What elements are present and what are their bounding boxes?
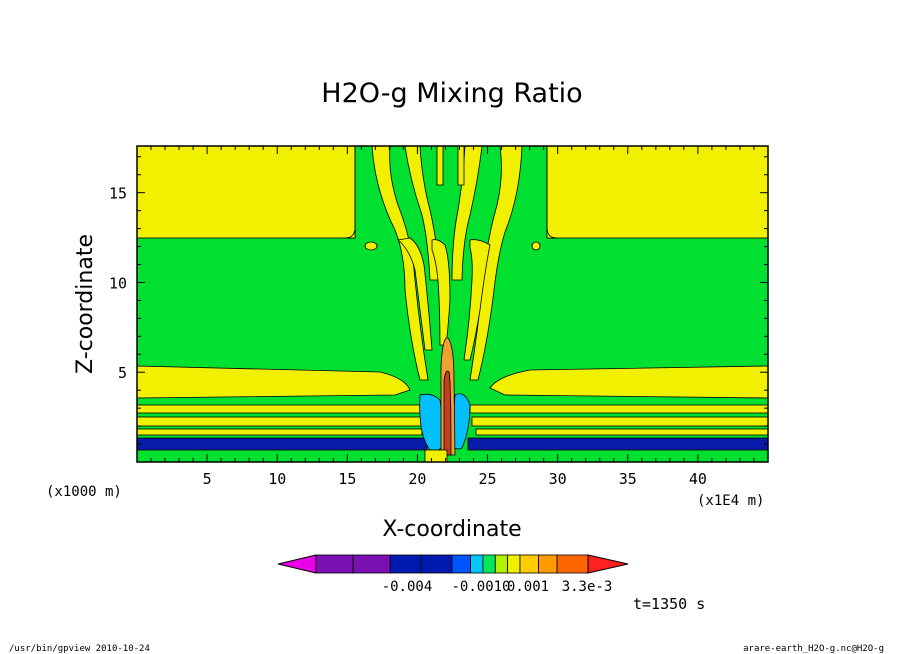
small-yellow-blob-left (364, 241, 378, 251)
lower-yellow-strip-3 (136, 428, 423, 436)
colorbar-swatch (420, 554, 453, 574)
colorbar-swatch (507, 554, 521, 574)
x-tick-label: 30 (549, 470, 567, 488)
plot-frame (136, 145, 769, 463)
x-scale-note: (x1E4 m) (697, 493, 764, 509)
colorbar-swatch (352, 554, 391, 574)
colorbar-swatch (538, 554, 558, 574)
colorbar-label: 3.3e-3 (562, 579, 613, 595)
mid-column-right (463, 239, 491, 361)
y-tick-label: 10 (109, 274, 127, 292)
central-blue-core (419, 393, 446, 452)
colorbar-label: 0.001 (507, 579, 549, 595)
updraft-brown (443, 370, 452, 456)
colorbar-min-arrow (277, 554, 317, 574)
lower-yellow-strip-2 (136, 416, 428, 427)
central-plume-spine (436, 145, 444, 186)
upper-left-yellow-edge (344, 146, 356, 239)
x-tick-label: 10 (268, 470, 286, 488)
y-axis-ticks: 5 10 15 (109, 156, 768, 445)
colorbar-swatch (519, 554, 539, 574)
colorbar-swatch (482, 554, 496, 574)
lower-yellow-strip-3r (475, 428, 769, 436)
footer-right: arare-earth_H2O-g.nc@H2O-g (743, 644, 884, 654)
x-tick-label: 20 (408, 470, 426, 488)
colorbar-swatch (556, 554, 589, 574)
central-plume-spine-2 (457, 145, 465, 186)
colorbar-swatch (494, 554, 509, 574)
blue-band-right (467, 437, 769, 451)
colorbar-label: -0.0010 (451, 579, 510, 595)
y-tick-label: 5 (118, 364, 127, 382)
lower-yellow-strip-1 (136, 404, 433, 414)
upper-left-yellow-region (136, 145, 356, 239)
colorbar-label: -0.004 (382, 579, 433, 595)
colorbar-swatch (451, 554, 471, 574)
plot-area: 5 10 15 20 25 30 35 40 5 10 15 (109, 145, 769, 488)
surface-yellow-patch (424, 449, 448, 463)
y-axis-label: Z-coordinate (73, 234, 98, 374)
mid-column-left (397, 237, 433, 351)
colorbar-max-arrow (587, 554, 629, 574)
x-tick-label: 40 (689, 470, 707, 488)
x-axis-ticks: 5 10 15 20 25 30 35 40 (150, 146, 755, 488)
lower-yellow-strip-1r (469, 404, 769, 414)
y-tick-label: 15 (109, 185, 127, 203)
colorbar-swatch (389, 554, 422, 574)
lower-yellow-strip-2r (471, 416, 769, 427)
footer-left: /usr/bin/gpview 2010-10-24 (9, 644, 150, 654)
colorbar-swatch (470, 554, 484, 574)
colorbar (277, 554, 629, 574)
lower-yellow-band-left (136, 365, 411, 399)
blue-band-left (136, 437, 428, 451)
x-tick-label: 25 (479, 470, 497, 488)
x-tick-label: 15 (338, 470, 356, 488)
chart-title: H2O-g Mixing Ratio (321, 78, 582, 109)
central-plume-right-inner (451, 145, 483, 281)
central-plume-left (371, 145, 429, 381)
mid-column-center (431, 239, 451, 346)
lower-yellow-band-right (489, 365, 769, 399)
y-scale-note: (x1000 m) (46, 484, 122, 500)
x-tick-label: 5 (203, 470, 212, 488)
x-tick-label: 35 (619, 470, 637, 488)
small-yellow-blob-right (531, 241, 541, 251)
upper-right-yellow-region (546, 145, 769, 239)
upper-right-yellow-edge (546, 146, 558, 239)
central-plume-right (469, 145, 523, 381)
x-axis-label: X-coordinate (382, 517, 521, 542)
colorbar-swatch (315, 554, 354, 574)
time-label: t=1350 s (633, 595, 705, 613)
